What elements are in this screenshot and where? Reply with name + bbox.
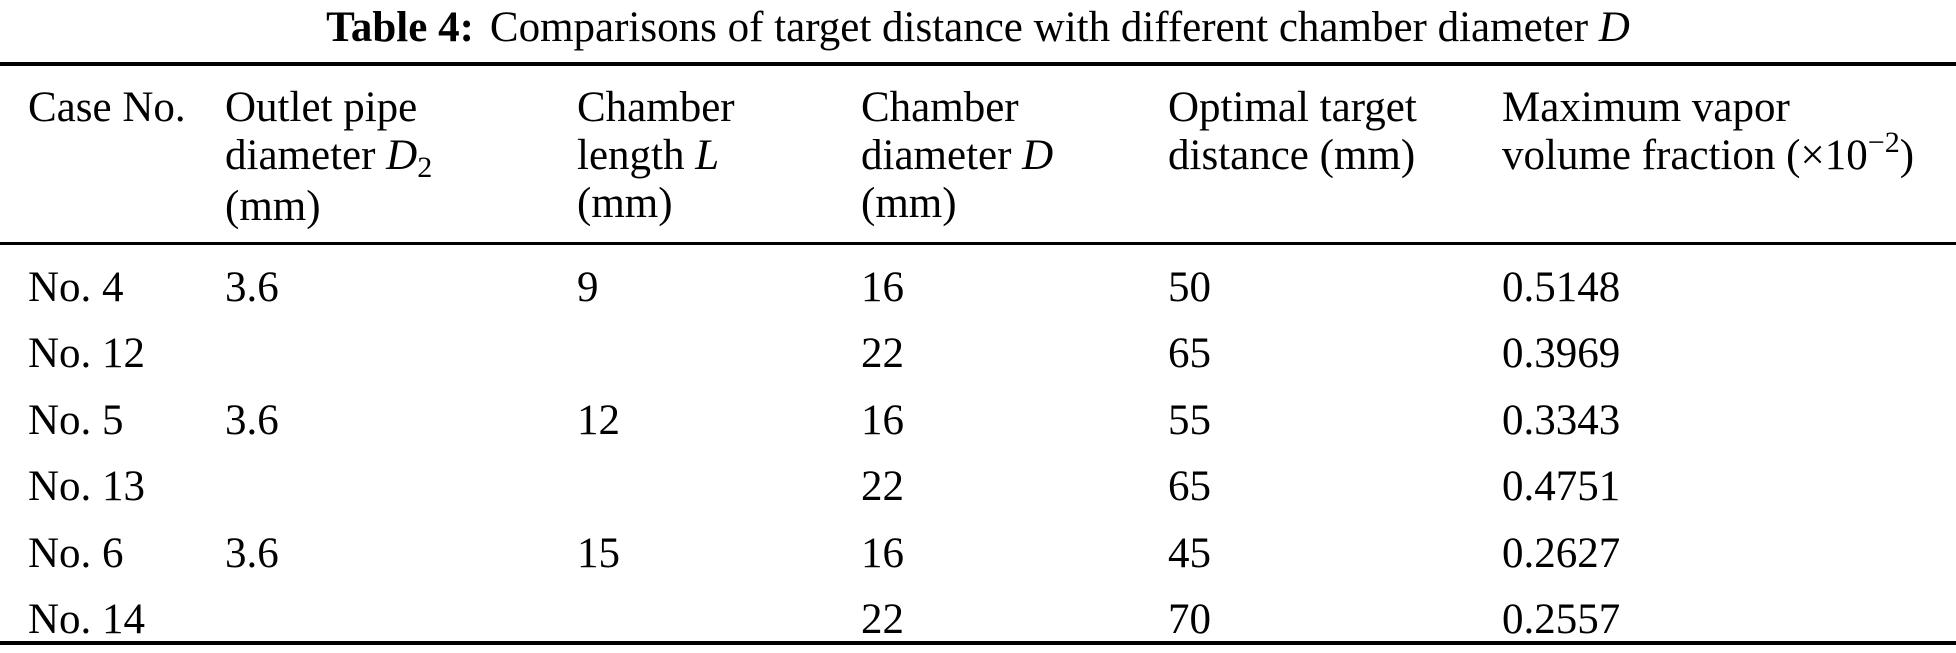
cell-outlet-diameter: 3.6 [225,529,279,577]
cell-chamber-diameter: 16 [861,263,904,311]
column-header-outlet-pipe-diameter: Outlet pipe diameter D2 (mm) [225,84,433,230]
table-caption: Table 4: Comparisons of target distance w… [0,2,1956,54]
cell-case-no: No. 6 [28,529,124,577]
table-row: No. 4 3.6 9 16 50 0.5148 [28,254,1956,321]
column-header-case-no: Case No. [28,84,186,131]
table-caption-variable: D [1598,4,1630,51]
cell-chamber-length: 9 [577,263,599,311]
cell-case-no: No. 14 [28,596,146,644]
table-number-label: Table 4: [326,4,474,51]
table-row: No. 14 22 70 0.2557 [28,587,1956,653]
cell-vapor-fraction: 0.3969 [1502,330,1621,378]
cell-vapor-fraction: 0.2557 [1502,596,1621,644]
table-bottom-rule [0,641,1956,645]
cell-target-distance: 70 [1168,596,1211,644]
cell-vapor-fraction: 0.2627 [1502,529,1621,577]
cell-target-distance: 65 [1168,330,1211,378]
column-header-chamber-diameter: Chamber diameter D (mm) [861,84,1054,227]
cell-vapor-fraction: 0.4751 [1502,463,1621,511]
table-header-rule [0,242,1956,245]
cell-case-no: No. 4 [28,263,124,311]
table-body: No. 4 3.6 9 16 50 0.5148 No. 12 22 65 0.… [28,254,1956,653]
table-row: No. 5 3.6 12 16 55 0.3343 [28,387,1956,454]
table-header-row: Case No. Outlet pipe diameter D2 (mm) Ch… [28,84,1956,231]
cell-outlet-diameter: 3.6 [225,396,279,444]
table-row: No. 12 22 65 0.3969 [28,321,1956,388]
column-header-optimal-target-distance: Optimal target distance (mm) [1168,84,1417,179]
cell-chamber-diameter: 16 [861,396,904,444]
cell-chamber-diameter: 22 [861,330,904,378]
table-row: No. 6 3.6 15 16 45 0.2627 [28,520,1956,587]
cell-target-distance: 55 [1168,396,1211,444]
cell-vapor-fraction: 0.5148 [1502,263,1621,311]
cell-case-no: No. 5 [28,396,124,444]
cell-chamber-diameter: 22 [861,596,904,644]
table-row: No. 13 22 65 0.4751 [28,454,1956,521]
cell-target-distance: 50 [1168,263,1211,311]
cell-vapor-fraction: 0.3343 [1502,396,1621,444]
cell-chamber-length: 12 [577,396,620,444]
cell-case-no: No. 13 [28,463,146,511]
column-header-chamber-length: Chamber length L (mm) [577,84,735,227]
column-header-max-vapor-volume-fraction: Maximum vapor volume fraction (×10−2) [1502,84,1915,179]
cell-case-no: No. 12 [28,330,146,378]
cell-chamber-length: 15 [577,529,620,577]
cell-outlet-diameter: 3.6 [225,263,279,311]
table-caption-text: Comparisons of target distance with diff… [489,4,1599,51]
cell-chamber-diameter: 16 [861,529,904,577]
cell-target-distance: 45 [1168,529,1211,577]
table-top-rule [0,62,1956,66]
cell-chamber-diameter: 22 [861,463,904,511]
cell-target-distance: 65 [1168,463,1211,511]
